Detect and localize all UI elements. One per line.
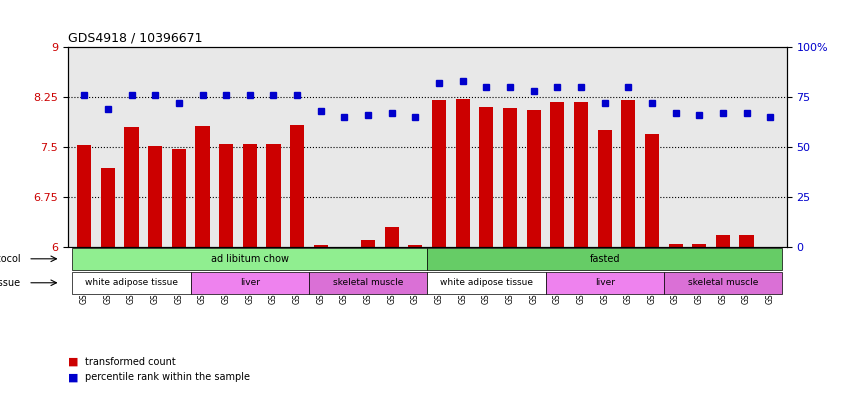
Bar xyxy=(716,235,730,247)
Bar xyxy=(526,110,541,247)
Bar xyxy=(550,102,564,247)
Bar xyxy=(266,144,281,247)
Bar xyxy=(243,144,257,247)
Bar xyxy=(456,99,470,247)
Bar xyxy=(668,244,683,247)
FancyBboxPatch shape xyxy=(73,272,190,294)
Text: ad libitum chow: ad libitum chow xyxy=(211,254,288,264)
Text: skeletal muscle: skeletal muscle xyxy=(333,278,404,287)
Text: tissue: tissue xyxy=(0,278,21,288)
FancyBboxPatch shape xyxy=(427,248,782,270)
Text: white adipose tissue: white adipose tissue xyxy=(85,278,178,287)
FancyBboxPatch shape xyxy=(190,272,309,294)
Bar xyxy=(432,100,446,247)
Text: white adipose tissue: white adipose tissue xyxy=(440,278,533,287)
Text: GDS4918 / 10396671: GDS4918 / 10396671 xyxy=(68,31,202,44)
Bar xyxy=(597,130,612,247)
Bar xyxy=(621,100,635,247)
Bar xyxy=(314,245,328,247)
Bar xyxy=(361,240,375,247)
Bar xyxy=(503,108,517,247)
FancyBboxPatch shape xyxy=(664,272,782,294)
FancyBboxPatch shape xyxy=(427,272,546,294)
Bar xyxy=(172,149,186,247)
Text: fasted: fasted xyxy=(590,254,620,264)
Bar xyxy=(574,102,588,247)
FancyBboxPatch shape xyxy=(73,248,427,270)
Text: transformed count: transformed count xyxy=(85,356,175,367)
Bar xyxy=(124,127,139,247)
Text: skeletal muscle: skeletal muscle xyxy=(688,278,758,287)
Bar xyxy=(195,126,210,247)
FancyBboxPatch shape xyxy=(309,272,427,294)
Bar xyxy=(77,145,91,247)
FancyBboxPatch shape xyxy=(546,272,664,294)
Bar xyxy=(219,144,233,247)
Text: percentile rank within the sample: percentile rank within the sample xyxy=(85,372,250,382)
Bar xyxy=(645,134,659,247)
Text: ■: ■ xyxy=(68,356,78,367)
Bar xyxy=(739,235,754,247)
Text: liver: liver xyxy=(595,278,615,287)
Bar xyxy=(692,244,706,247)
Bar xyxy=(385,227,398,247)
Bar xyxy=(480,107,493,247)
Bar xyxy=(409,245,422,247)
Bar xyxy=(290,125,305,247)
Text: ■: ■ xyxy=(68,372,78,382)
Bar xyxy=(148,146,162,247)
Text: liver: liver xyxy=(239,278,260,287)
Bar xyxy=(101,168,115,247)
Text: protocol: protocol xyxy=(0,254,21,264)
